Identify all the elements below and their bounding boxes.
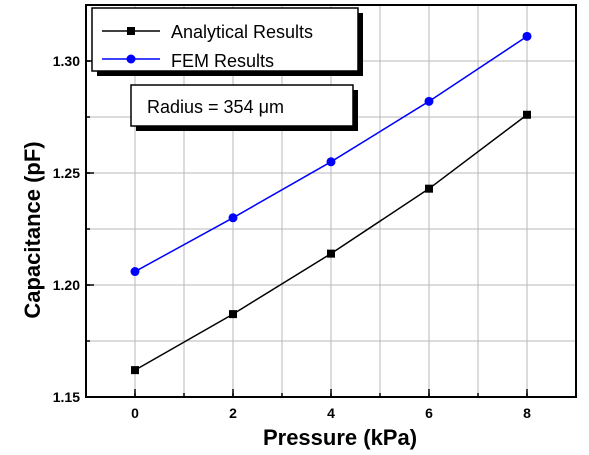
data-point-analytical [425, 184, 433, 193]
x-tick-label: 4 [327, 405, 335, 421]
data-point-fem [130, 267, 140, 277]
data-point-analytical [327, 249, 335, 258]
annotation-box [130, 84, 354, 127]
annotation: Radius = 354 μm [130, 84, 358, 131]
radius-annotation: Radius = 354 μm [147, 97, 284, 117]
y-tick-label: 1.30 [53, 53, 80, 69]
x-tick-label: 6 [425, 405, 433, 421]
y-axis-label: Capacitance (pF) [20, 141, 45, 318]
legend-marker-fem [126, 54, 136, 64]
data-point-fem [424, 96, 434, 106]
data-point-fem [522, 31, 532, 41]
x-tick-label: 0 [131, 405, 139, 421]
x-tick-label: 2 [229, 405, 237, 421]
y-tick-label: 1.15 [53, 389, 80, 405]
y-tick-label: 1.25 [53, 165, 80, 181]
legend-label-fem: FEM Results [171, 51, 274, 71]
ticks: 0 2 4 6 8 1.15 1.20 1.25 1.30 [53, 53, 531, 421]
data-point-analytical [131, 366, 139, 375]
x-axis-label: Pressure (kPa) [263, 425, 417, 450]
legend: Analytical Results FEM Results [91, 7, 363, 76]
x-tick-label: 8 [523, 405, 531, 421]
y-tick-label: 1.20 [53, 277, 80, 293]
legend-marker-analytical [127, 27, 135, 35]
data-point-analytical [523, 110, 531, 119]
legend-label-analytical: Analytical Results [171, 22, 313, 42]
data-point-analytical [229, 310, 237, 319]
data-point-fem [228, 213, 238, 223]
series-layer [130, 31, 532, 375]
legend-box [91, 7, 359, 72]
data-point-fem [326, 157, 336, 167]
